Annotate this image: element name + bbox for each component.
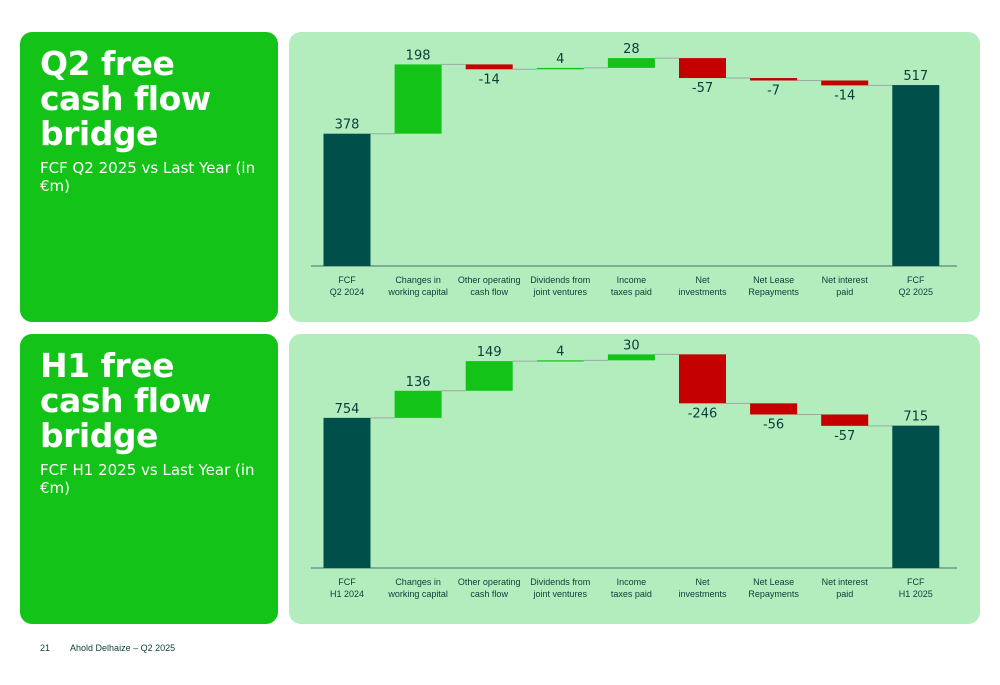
h1-bar bbox=[394, 390, 442, 418]
h1-data-label: 30 bbox=[623, 338, 640, 353]
h1-data-label: 136 bbox=[406, 375, 431, 390]
q2-category-label: joint ventures bbox=[533, 287, 588, 297]
h1-data-label: 754 bbox=[335, 402, 360, 417]
q2-data-label: 198 bbox=[406, 48, 431, 63]
q2-category-label: taxes paid bbox=[611, 287, 652, 297]
q2-category-label: paid bbox=[836, 287, 853, 297]
q2-bar bbox=[394, 64, 442, 134]
h1-bar bbox=[607, 354, 655, 361]
q2-category-label: Dividends from bbox=[530, 275, 590, 285]
h1-chart-panel: 754 FCF H1 2024 136 Changes in working capita… bbox=[289, 334, 980, 624]
h1-category-label: paid bbox=[836, 589, 853, 599]
q2-category-label: investments bbox=[678, 287, 727, 297]
h1-category-label: investments bbox=[678, 589, 727, 599]
h1-bar bbox=[323, 417, 371, 568]
h1-bar bbox=[536, 360, 584, 362]
q2-data-label: -7 bbox=[767, 84, 780, 99]
h1-category-label: FCF bbox=[907, 577, 925, 587]
q2-data-label: 517 bbox=[903, 69, 928, 84]
h1-data-label: -57 bbox=[834, 429, 855, 444]
h1-category-label: H1 2024 bbox=[330, 589, 364, 599]
h1-category-label: Changes in bbox=[395, 577, 441, 587]
q2-title-panel: Q2 free cash flow bridge FCF Q2 2025 vs … bbox=[20, 32, 278, 322]
h1-bar bbox=[821, 414, 869, 426]
h1-data-label: 4 bbox=[556, 344, 564, 359]
q2-bar bbox=[892, 85, 940, 266]
q2-chart-panel: 378 FCF Q2 2024 198 Changes in working capita… bbox=[289, 32, 980, 322]
q2-category-label: FCF bbox=[907, 275, 925, 285]
h1-category-label: Net Lease bbox=[753, 577, 794, 587]
q2-category-label: Q2 2025 bbox=[899, 287, 934, 297]
q2-category-label: Net bbox=[695, 275, 710, 285]
q2-data-label: -14 bbox=[834, 88, 855, 103]
q2-category-label: Income bbox=[617, 275, 647, 285]
h1-bar bbox=[679, 354, 726, 404]
h1-category-label: Income bbox=[617, 577, 647, 587]
q2-bar bbox=[607, 58, 655, 68]
q2-title: Q2 free cash flow bridge bbox=[40, 44, 211, 153]
q2-bar bbox=[679, 58, 726, 79]
footer: 21 Ahold Delhaize – Q2 2025 bbox=[40, 643, 193, 653]
footer-text: Ahold Delhaize – Q2 2025 bbox=[70, 643, 176, 653]
q2-category-label: FCF bbox=[338, 275, 356, 285]
h1-category-label: Other operating bbox=[458, 577, 521, 587]
q2-category-label: Other operating bbox=[458, 275, 521, 285]
h1-bar bbox=[892, 425, 940, 568]
q2-bar bbox=[465, 64, 513, 70]
q2-waterfall-chart: 378 FCF Q2 2024 198 Changes in working capita… bbox=[311, 42, 957, 297]
q2-category-label: Repayments bbox=[748, 287, 799, 297]
page-number: 21 bbox=[40, 643, 51, 653]
q2-data-label: -57 bbox=[692, 81, 713, 96]
h1-category-label: working capital bbox=[387, 589, 448, 599]
q2-data-label: -14 bbox=[479, 72, 500, 87]
q2-data-label: 4 bbox=[556, 52, 564, 67]
h1-bar bbox=[465, 361, 513, 391]
q2-category-label: Net Lease bbox=[753, 275, 794, 285]
h1-category-label: Net interest bbox=[822, 577, 869, 587]
h1-data-label: 149 bbox=[477, 345, 502, 360]
h1-bar bbox=[750, 403, 798, 415]
q2-category-label: cash flow bbox=[470, 287, 508, 297]
h1-title: H1 free cash flow bridge bbox=[40, 346, 211, 455]
h1-subtitle: FCF H1 2025 vs Last Year (in €m) bbox=[40, 461, 255, 497]
q2-bar bbox=[323, 133, 371, 266]
h1-data-label: -246 bbox=[688, 406, 718, 421]
h1-data-label: 715 bbox=[903, 410, 928, 425]
h1-category-label: joint ventures bbox=[533, 589, 588, 599]
q2-category-label: Net interest bbox=[822, 275, 869, 285]
q2-bar bbox=[536, 67, 584, 70]
q2-bar bbox=[821, 80, 869, 86]
h1-waterfall-chart: 754 FCF H1 2024 136 Changes in working capita… bbox=[311, 338, 957, 599]
h1-category-label: FCF bbox=[338, 577, 356, 587]
q2-data-label: 378 bbox=[335, 118, 360, 133]
q2-category-label: Changes in bbox=[395, 275, 441, 285]
h1-category-label: Net bbox=[695, 577, 710, 587]
h1-data-label: -56 bbox=[763, 417, 784, 432]
q2-category-label: Q2 2024 bbox=[330, 287, 365, 297]
h1-category-label: cash flow bbox=[470, 589, 508, 599]
h1-category-label: H1 2025 bbox=[899, 589, 933, 599]
h1-title-panel: H1 free cash flow bridge FCF H1 2025 vs … bbox=[20, 334, 278, 624]
h1-category-label: taxes paid bbox=[611, 589, 652, 599]
q2-data-label: 28 bbox=[623, 42, 640, 57]
q2-category-label: working capital bbox=[387, 287, 448, 297]
h1-category-label: Repayments bbox=[748, 589, 799, 599]
q2-bar bbox=[750, 78, 798, 81]
h1-category-label: Dividends from bbox=[530, 577, 590, 587]
q2-subtitle: FCF Q2 2025 vs Last Year (in €m) bbox=[40, 159, 256, 195]
